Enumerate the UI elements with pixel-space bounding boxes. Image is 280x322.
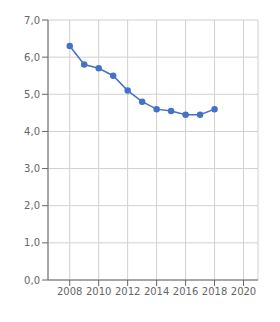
svg-text:2020: 2020: [231, 286, 256, 297]
svg-text:2018: 2018: [202, 286, 227, 297]
svg-text:5,0: 5,0: [24, 89, 40, 100]
svg-text:1,0: 1,0: [24, 237, 40, 248]
svg-text:2008: 2008: [57, 286, 82, 297]
svg-text:2012: 2012: [115, 286, 140, 297]
svg-text:4,0: 4,0: [24, 126, 40, 137]
svg-text:0,0: 0,0: [24, 275, 40, 286]
svg-text:2010: 2010: [86, 286, 111, 297]
svg-text:2,0: 2,0: [24, 200, 40, 211]
svg-text:7,0: 7,0: [24, 15, 40, 26]
svg-text:3,0: 3,0: [24, 163, 40, 174]
svg-text:6,0: 6,0: [24, 52, 40, 63]
svg-text:2016: 2016: [173, 286, 198, 297]
svg-text:2014: 2014: [144, 286, 169, 297]
